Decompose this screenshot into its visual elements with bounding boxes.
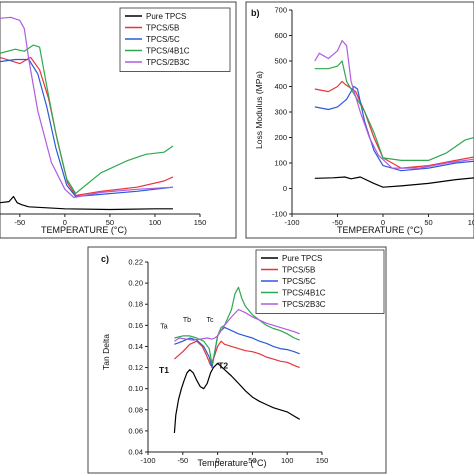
series-line-c-0 <box>173 362 301 434</box>
series-line-c-1 <box>174 340 300 369</box>
x-tick-label-a: 100 <box>149 218 162 227</box>
y-tick-label-c: 0.16 <box>128 321 143 330</box>
series-line-b-2 <box>314 85 474 172</box>
x-tick-label-b: -100 <box>284 218 299 227</box>
x-tick-label-c: 100 <box>281 456 294 465</box>
series-line-c-3 <box>174 286 300 365</box>
y-tick-label-b: 400 <box>274 82 287 91</box>
x-tick-label-c: 150 <box>316 456 329 465</box>
panel-b-chart: b) Loss Modulus (MPa) TEMPERATURE (°C) -… <box>251 6 474 235</box>
annotation-c-0: Ta <box>160 324 168 331</box>
panel-b-frame <box>245 1 474 239</box>
series-line-c-2 <box>174 326 300 369</box>
y-tick-label-b: 600 <box>274 31 287 40</box>
series-line-b-4 <box>314 40 474 169</box>
annotation-c-1: Tb <box>183 317 191 324</box>
legend-label-a-1: TPCS/5B <box>146 24 179 33</box>
series-line-a-3 <box>0 44 174 194</box>
panel-b-label: b) <box>251 8 260 18</box>
series-line-b-3 <box>314 60 474 161</box>
panel-b-xlabel: TEMPERATURE (°C) <box>337 225 423 235</box>
y-tick-label-b: -100 <box>272 210 287 219</box>
legend-label-c-4: TPCS/2B3C <box>282 300 326 309</box>
series-line-c-4 <box>174 308 300 342</box>
x-tick-label-b: 100 <box>468 218 474 227</box>
y-tick-label-c: 0.22 <box>128 258 143 267</box>
series-line-b-1 <box>314 80 474 169</box>
x-tick-label-c: 50 <box>248 456 256 465</box>
panel-c-frame <box>87 246 387 474</box>
y-tick-label-c: 0.06 <box>128 426 143 435</box>
y-tick-label-b: 500 <box>274 57 287 66</box>
panel-a-chart: TEMPERATURE (°C) -50 0 50 100 150 Pure TPCS TP… <box>0 7 231 235</box>
x-tick-label-c: -100 <box>140 456 155 465</box>
x-tick-label-a: 0 <box>63 218 67 227</box>
legend-label-a-2: TPCS/5C <box>146 35 180 44</box>
x-tick-label-b: 50 <box>424 218 432 227</box>
annotation-c-3: T1 <box>159 365 169 375</box>
legend-label-c-1: TPCS/5B <box>282 266 315 275</box>
x-tick-label-a: 150 <box>194 218 207 227</box>
y-tick-label-b: 100 <box>274 159 287 168</box>
legend-label-c-0: Pure TPCS <box>282 254 322 263</box>
y-tick-label-b: 0 <box>283 184 287 193</box>
y-tick-label-c: 0.20 <box>128 279 143 288</box>
y-tick-label-c: 0.12 <box>128 363 143 372</box>
y-tick-label-c: 0.18 <box>128 300 143 309</box>
y-tick-label-b: 200 <box>274 133 287 142</box>
x-tick-label-c: -50 <box>177 456 188 465</box>
y-tick-label-c: 0.10 <box>128 384 143 393</box>
legend-label-a-0: Pure TPCS <box>146 12 186 21</box>
y-tick-label-c: 0.14 <box>128 342 143 351</box>
y-tick-label-c: 0.08 <box>128 405 143 414</box>
panel-c-ylabel: Tan Delta <box>101 334 111 370</box>
legend-label-c-2: TPCS/5C <box>282 277 316 286</box>
x-tick-label-a: 50 <box>106 218 114 227</box>
legend-label-a-3: TPCS/4B1C <box>146 47 190 56</box>
panel-c-chart: c) Tan Delta Temperature (°C) -100 -50 0 50… <box>101 249 385 468</box>
panel-c-xlabel: Temperature (°C) <box>197 458 266 468</box>
legend-label-a-4: TPCS/2B3C <box>146 58 190 67</box>
series-line-a-4 <box>0 16 174 199</box>
series-line-a-1 <box>0 56 174 197</box>
y-tick-label-b: 300 <box>274 108 287 117</box>
panel-a-frame <box>0 1 237 239</box>
panel-c-label: c) <box>101 254 109 264</box>
y-tick-label-c: 0.04 <box>128 448 143 457</box>
legend-label-c-3: TPCS/4B1C <box>282 289 326 298</box>
panel-a-xlabel: TEMPERATURE (°C) <box>41 225 127 235</box>
x-tick-label-b: -50 <box>332 218 343 227</box>
y-tick-label-b: 700 <box>274 6 287 15</box>
annotation-c-4: T2 <box>218 361 228 371</box>
x-tick-label-c: 0 <box>216 456 220 465</box>
series-line-a-2 <box>0 58 174 198</box>
x-tick-label-b: 0 <box>381 218 385 227</box>
panel-b-ylabel: Loss Modulus (MPa) <box>254 71 264 149</box>
series-line-a-0 <box>0 195 173 211</box>
x-tick-label-a: -50 <box>14 218 25 227</box>
annotation-c-2: Tc <box>206 317 214 324</box>
series-line-b-0 <box>314 176 474 188</box>
